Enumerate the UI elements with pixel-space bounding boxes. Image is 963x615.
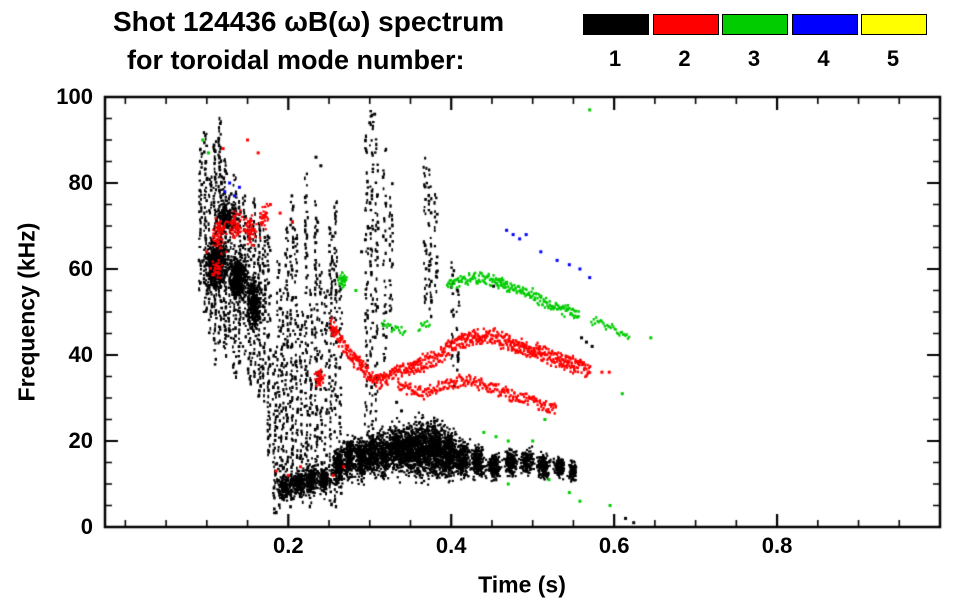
x-tick-label-0.6: 0.6: [598, 533, 630, 558]
y-tick-label-20: 20: [68, 428, 93, 453]
figure-title-line1: Shot 124436 ωB(ω) spectrum: [113, 6, 505, 37]
x-tick-label-0.8: 0.8: [761, 533, 793, 558]
legend-swatch-n1: [583, 14, 649, 35]
legend-swatch-n2: [652, 14, 719, 35]
legend-swatch-n3: [722, 14, 788, 35]
x-tick-label-0.2: 0.2: [272, 533, 304, 558]
y-tick-label-60: 60: [68, 256, 93, 281]
y-tick-label-80: 80: [68, 170, 93, 195]
figure-title-line2: for toroidal mode number:: [127, 45, 465, 75]
legend-label-n1: 1: [608, 46, 622, 71]
legend-swatch-n5: [861, 14, 927, 35]
x-tick-label-0.4: 0.4: [435, 533, 467, 558]
legend-label-n3: 3: [747, 46, 761, 71]
x-axis-title: Time (s): [478, 571, 566, 598]
y-tick-label-0: 0: [80, 514, 93, 539]
legend-label-n2: 2: [678, 46, 691, 71]
legend-label-n5: 5: [886, 46, 900, 71]
y-tick-label-40: 40: [68, 342, 93, 367]
y-tick-label-100: 100: [56, 84, 93, 109]
legend-swatch-n4: [791, 14, 858, 35]
y-axis-title: Frequency (kHz): [13, 222, 40, 402]
legend-label-n4: 4: [817, 46, 830, 71]
